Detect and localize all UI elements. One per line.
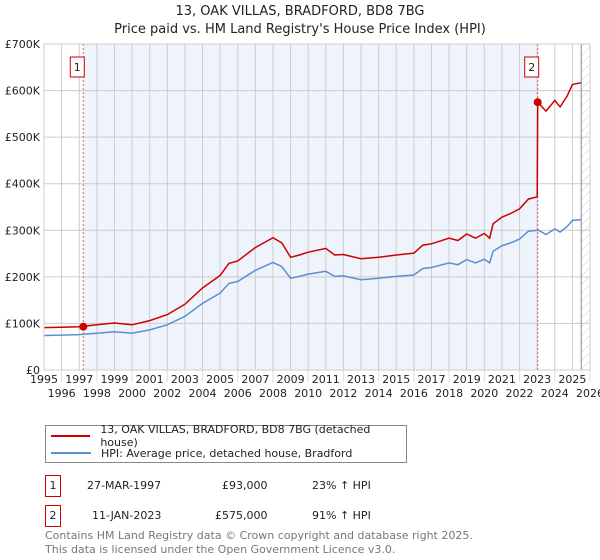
x-tick-label: 2012 <box>329 387 357 400</box>
legend-label: HPI: Average price, detached house, Brad… <box>101 446 353 460</box>
x-tick-label: 2024 <box>541 387 569 400</box>
sale-marker-box: 1 <box>45 475 61 497</box>
x-tick-label: 1997 <box>65 373 93 386</box>
x-tick-label: 1996 <box>48 387 76 400</box>
legend-item-property: 13, OAK VILLAS, BRADFORD, BD8 7BG (detac… <box>46 423 406 449</box>
x-tick-label: 2010 <box>294 387 322 400</box>
y-tick-label: £200K <box>5 271 41 284</box>
y-tick-label: £500K <box>5 131 41 144</box>
x-tick-label: 2005 <box>206 373 234 386</box>
sale-marker-label: 1 <box>74 61 81 74</box>
legend-item-hpi: HPI: Average price, detached house, Brad… <box>46 445 352 461</box>
x-tick-label: 2004 <box>189 387 217 400</box>
y-tick-label: £100K <box>5 317 41 330</box>
sale-marker-box <box>69 56 85 78</box>
x-tick-label: 2011 <box>312 373 340 386</box>
hpi-line <box>43 218 582 337</box>
x-tick-label: 2023 <box>523 373 551 386</box>
x-tick-label: 2026 <box>576 387 600 400</box>
sale-date: 27-MAR-1997 <box>87 479 162 492</box>
sale-price: £575,000 <box>215 509 268 522</box>
legend-swatch-red <box>51 435 91 437</box>
legend-swatch-blue <box>51 452 91 454</box>
sale-price: £93,000 <box>222 479 268 492</box>
property-price-line <box>43 81 582 329</box>
sale-row: 1 27-MAR-1997 £93,000 23% ↑ HPI <box>45 475 445 497</box>
chart-title: 13, OAK VILLAS, BRADFORD, BD8 7BG <box>175 4 425 19</box>
x-tick-label: 2014 <box>365 387 393 400</box>
sale-marker-label: 2 <box>528 61 535 74</box>
x-tick-label: 2015 <box>382 373 410 386</box>
y-tick-label: £600K <box>5 85 41 98</box>
plot-area: 1995199619971998199920002001200220032004… <box>5 38 600 400</box>
y-tick-label: £400K <box>5 178 41 191</box>
sale-hpi: 91% ↑ HPI <box>312 509 371 522</box>
x-tick-label: 2017 <box>417 373 445 386</box>
sale-hpi: 23% ↑ HPI <box>312 479 371 492</box>
footer-copyright: Contains HM Land Registry data © Crown c… <box>45 529 473 542</box>
footer-licence: This data is licensed under the Open Gov… <box>45 543 396 556</box>
plot-border <box>43 43 591 371</box>
sale-point <box>79 322 88 331</box>
owned-period-shade <box>83 44 538 370</box>
y-tick-label: £300K <box>5 224 41 237</box>
sale-point <box>533 98 542 107</box>
x-tick-label: 1995 <box>30 373 58 386</box>
chart-subtitle: Price paid vs. HM Land Registry's House … <box>114 22 486 37</box>
y-tick-label: £0 <box>26 364 40 377</box>
x-tick-label: 2016 <box>400 387 428 400</box>
x-tick-label: 2002 <box>153 387 181 400</box>
legend: 13, OAK VILLAS, BRADFORD, BD8 7BG (detac… <box>45 423 407 463</box>
sale-date: 11-JAN-2023 <box>92 509 162 522</box>
sale-marker-box: 2 <box>45 505 61 527</box>
x-tick-label: 2008 <box>259 387 287 400</box>
x-tick-label: 1998 <box>83 387 111 400</box>
x-tick-label: 2025 <box>558 373 586 386</box>
x-tick-label: 2013 <box>347 373 375 386</box>
x-tick-label: 2001 <box>136 373 164 386</box>
y-tick-label: £700K <box>5 38 41 51</box>
x-tick-label: 2020 <box>470 387 498 400</box>
sale-marker-box <box>524 56 540 78</box>
x-tick-label: 2006 <box>224 387 252 400</box>
legend-label: 13, OAK VILLAS, BRADFORD, BD8 7BG (detac… <box>100 423 371 449</box>
sale-row: 2 11-JAN-2023 £575,000 91% ↑ HPI <box>45 505 445 527</box>
x-tick-label: 2009 <box>277 373 305 386</box>
x-tick-label: 1999 <box>100 373 128 386</box>
x-tick-label: 2018 <box>435 387 463 400</box>
forecast-hatch <box>581 44 590 370</box>
x-tick-label: 2019 <box>453 373 481 386</box>
x-tick-label: 2022 <box>506 387 534 400</box>
x-tick-label: 2003 <box>171 373 199 386</box>
x-tick-label: 2000 <box>118 387 146 400</box>
x-tick-label: 2021 <box>488 373 516 386</box>
x-tick-label: 2007 <box>241 373 269 386</box>
